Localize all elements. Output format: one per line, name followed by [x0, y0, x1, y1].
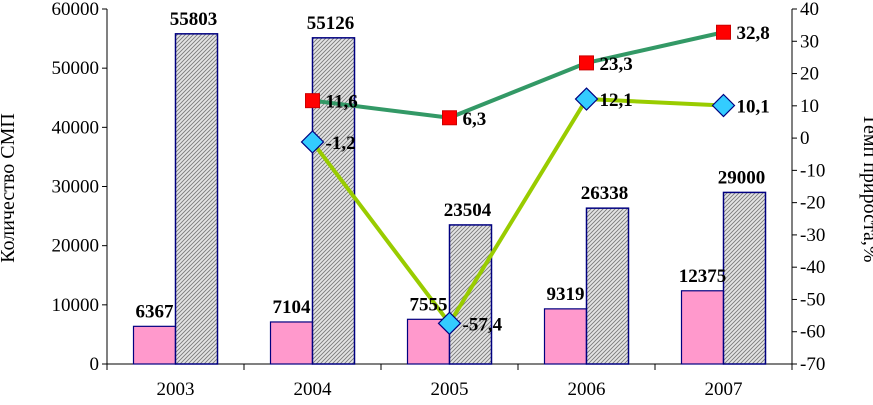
bar-label-series1: 6367: [136, 301, 175, 322]
y2-tick-label: -10: [800, 160, 825, 181]
line-series2-label: -57,4: [463, 314, 503, 335]
labels-group: 6367 55803 7104 55126 7555 23504 9319 26338 1237…: [136, 9, 770, 336]
x-tick-label: 2006: [568, 379, 606, 400]
y-tick-label: 20000: [52, 236, 100, 257]
bar-label-series2: 23504: [444, 200, 492, 221]
bar-label-series2: 26338: [581, 183, 629, 204]
line-series2-label: -1,2: [326, 133, 356, 154]
bar-series2: [722, 191, 767, 365]
y-tick-label: 60000: [52, 0, 100, 20]
bar-label-series1: 7555: [410, 294, 448, 315]
line-series2-marker: [437, 311, 462, 336]
y2-tick-label: 10: [800, 96, 819, 117]
y2-axis-title: Темп прироста,%: [859, 114, 873, 263]
line-series1-marker: [305, 93, 320, 109]
line-series2-marker: [574, 87, 599, 111]
lines-group: [300, 24, 736, 336]
bar-label-series2: 55126: [307, 13, 355, 34]
bar-series2: [174, 33, 219, 365]
line-series1-marker: [442, 110, 457, 126]
y2-tick-label: 30: [800, 31, 819, 52]
line-series1: [312, 30, 724, 120]
y2-tick-label: 0: [800, 128, 810, 149]
y-tick-label: 10000: [52, 295, 100, 316]
axes-group: 0 10000 20000 30000 40000 50000 60000 -70 -60 -50…: [52, 0, 826, 400]
bar-label-series1: 12375: [679, 266, 727, 287]
line-series2-label: 10,1: [737, 96, 770, 117]
y-axis-title: Количество СМП: [0, 113, 19, 263]
line-series1-label: 11,6: [326, 92, 358, 113]
y2-tick-label: 40: [800, 0, 819, 20]
y2-tick-label: -50: [800, 289, 825, 310]
x-tick-label: 2005: [431, 379, 469, 400]
y2-tick-label: -20: [800, 193, 825, 214]
bar-label-series2: 55803: [170, 9, 218, 30]
bar-label-series1: 7104: [273, 297, 312, 318]
line-series1-label: 32,8: [737, 23, 770, 44]
bar-series2: [585, 207, 630, 365]
bar-series1: [680, 290, 725, 365]
y-tick-label: 50000: [52, 58, 100, 79]
bar-label-series2: 29000: [718, 167, 766, 188]
line-series1-marker: [716, 24, 731, 40]
bar-series1: [269, 321, 314, 365]
y2-tick-label: -40: [800, 257, 825, 278]
bar-series1: [543, 308, 588, 365]
line-series2: [310, 97, 724, 326]
y-tick-label: 0: [90, 354, 100, 375]
y2-tick-label: -70: [800, 354, 825, 375]
bar-series2: [311, 37, 356, 365]
x-tick-label: 2007: [705, 379, 743, 400]
line-series1-marker: [579, 55, 594, 71]
bar-series2: [448, 224, 493, 365]
bar-label-series1: 9319: [547, 284, 585, 305]
y2-tick-label: -60: [800, 322, 825, 343]
line-series2-marker: [300, 130, 325, 154]
line-series1-label: 23,3: [600, 54, 633, 75]
y-tick-label: 40000: [52, 117, 100, 138]
line-series2-marker: [711, 93, 736, 118]
line-series2-label: 12,1: [600, 90, 633, 111]
y2-tick-label: 20: [800, 64, 819, 85]
bars-group: [132, 33, 767, 365]
y-tick-label: 30000: [52, 177, 100, 198]
bar-series1: [132, 325, 177, 365]
y2-tick-label: -30: [800, 225, 825, 246]
x-tick-label: 2004: [294, 379, 333, 400]
x-tick-label: 2003: [157, 379, 195, 400]
line-series1-label: 6,3: [463, 109, 487, 130]
